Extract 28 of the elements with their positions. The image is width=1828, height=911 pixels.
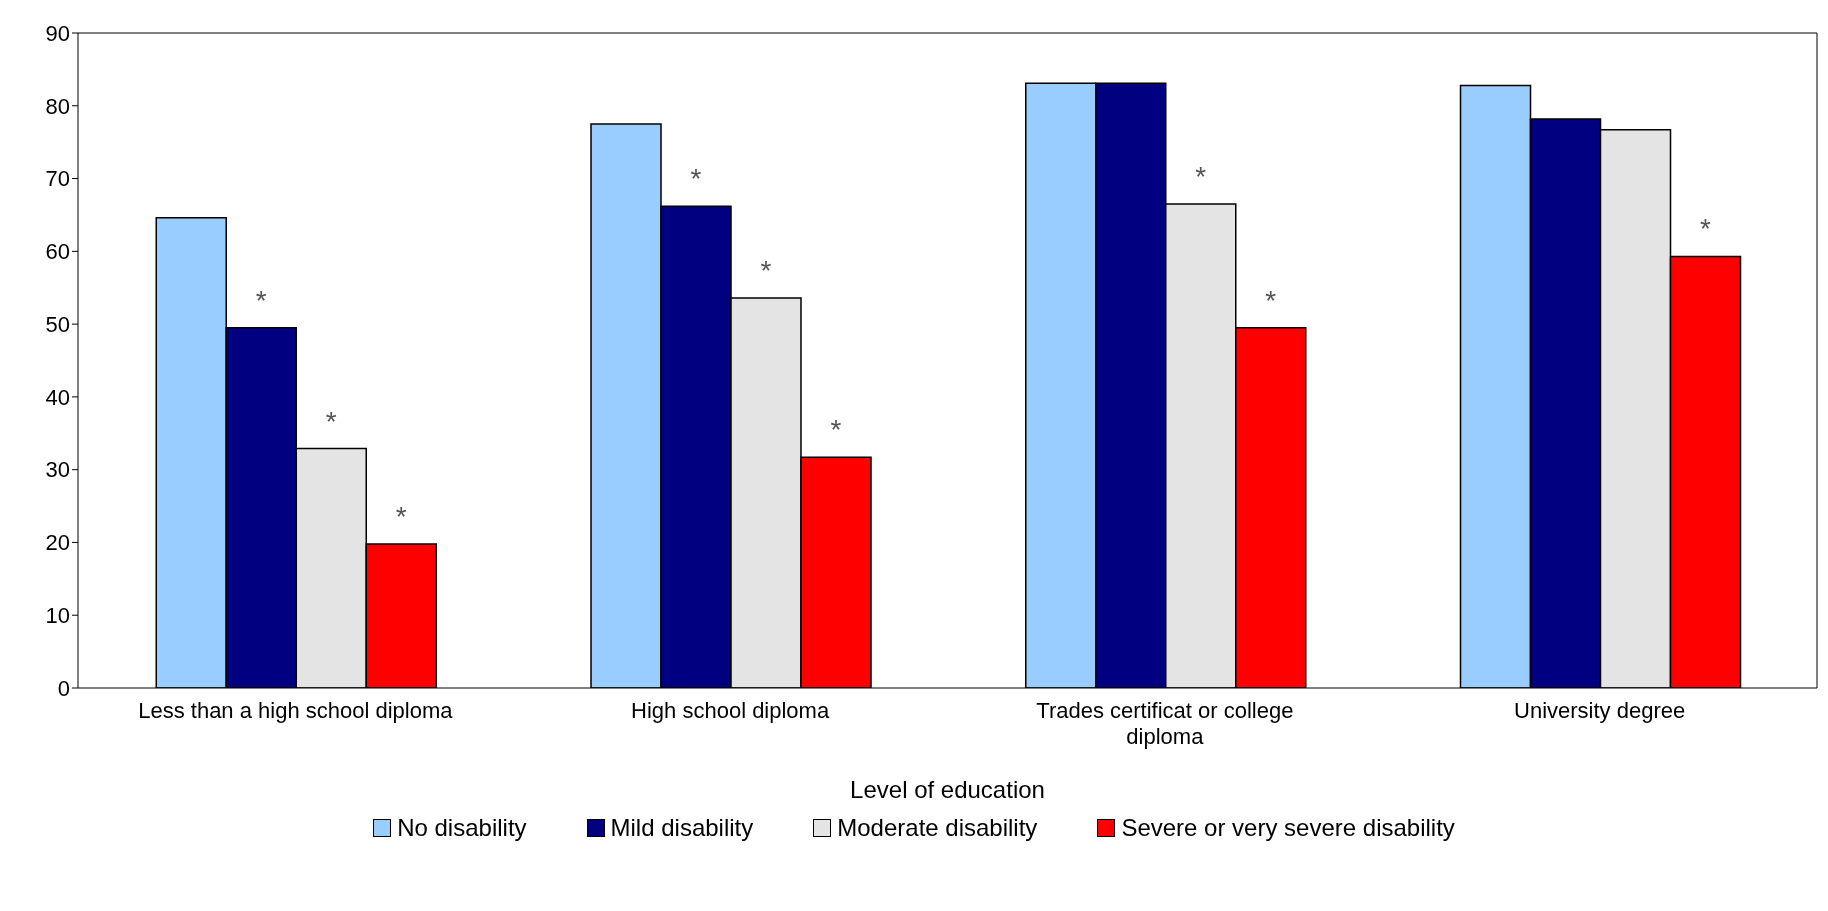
x-tick-label: High school diploma [631, 698, 830, 723]
x-tick-label: Trades certificat or college diploma [1036, 698, 1294, 749]
data-label: * [325, 405, 337, 437]
data-label: * [830, 414, 842, 446]
y-tick-label: 50 [45, 311, 70, 337]
data-label: * [395, 500, 407, 532]
x-tick-label: University degree [1514, 698, 1686, 723]
y-tick-label: 70 [45, 166, 70, 192]
legend-label: No disability [397, 814, 527, 842]
data-label: * [1265, 284, 1277, 316]
y-tick-label: 10 [45, 603, 70, 629]
x-tick-label: Less than a high school diploma [138, 698, 454, 723]
data-label: * [1195, 161, 1207, 193]
y-tick-label: 90 [45, 20, 70, 46]
data-label: * [1700, 213, 1712, 245]
data-label: * [690, 163, 702, 195]
y-tick-label: 80 [45, 93, 70, 119]
legend-label: Mild disability [610, 814, 754, 842]
data-label: * [760, 254, 772, 286]
legend-label: Moderate disability [837, 814, 1038, 842]
y-tick-label: 0 [57, 675, 70, 701]
y-tick-label: 60 [45, 239, 70, 265]
y-tick-label: 20 [45, 530, 70, 556]
y-tick-label: 30 [45, 457, 70, 483]
y-tick-label: 40 [45, 384, 70, 410]
data-label: * [255, 284, 267, 316]
legend-label: Severe or very severe disability [1121, 814, 1455, 842]
x-axis-title: Level of education [850, 776, 1045, 803]
